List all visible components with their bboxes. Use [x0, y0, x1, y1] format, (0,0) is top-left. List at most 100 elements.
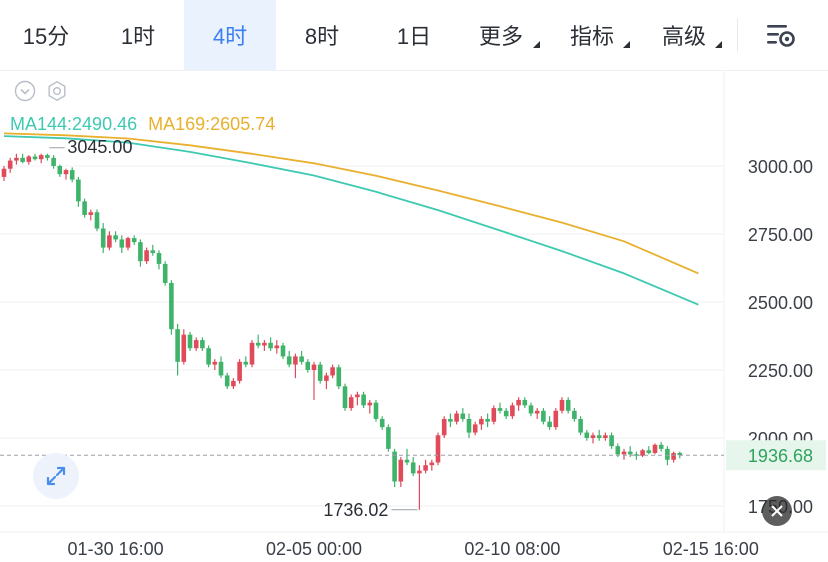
candle-body: [454, 413, 459, 422]
candle-body: [417, 470, 422, 474]
y-tick-label: 2750.00: [748, 225, 813, 245]
ma144-label: MA144:2490.46: [10, 114, 138, 134]
candle-body: [88, 212, 94, 215]
indicator-controls: [14, 80, 68, 102]
candle-body: [131, 238, 137, 243]
low-price-label: 1736.02: [323, 500, 388, 520]
tab-label: 更多: [478, 24, 523, 49]
candle-body: [516, 399, 521, 406]
candle-body: [373, 402, 379, 419]
tab-advanced[interactable]: 高级: [644, 0, 724, 70]
candle-body: [553, 410, 559, 428]
candle-body: [330, 367, 335, 376]
candle-body: [448, 418, 453, 422]
candle-body: [169, 282, 174, 330]
candle-body: [367, 402, 373, 406]
candle-body: [187, 334, 193, 349]
close-float-icon[interactable]: [762, 496, 792, 526]
tab-label: 1日: [396, 24, 432, 49]
tab-15min[interactable]: 15分: [0, 0, 92, 70]
candle-body: [479, 418, 484, 425]
candle-body: [212, 361, 218, 365]
candle-body: [100, 228, 106, 248]
candle-body: [162, 263, 168, 283]
chevron-down-circle-icon[interactable]: [14, 80, 36, 102]
candle-body: [206, 348, 211, 365]
chart-settings-icon[interactable]: [752, 15, 808, 55]
candle-body: [466, 418, 472, 433]
candle-body: [590, 435, 596, 438]
candle-body: [138, 242, 143, 262]
tab-1day[interactable]: 1日: [368, 0, 460, 70]
candle-body: [621, 451, 627, 455]
caret-down-icon: [533, 41, 540, 48]
candle-body: [38, 155, 44, 160]
candle-body: [441, 418, 447, 436]
candle-body: [652, 444, 658, 453]
candle-body: [125, 238, 131, 248]
toolbar-divider: [737, 18, 738, 52]
candle-body: [472, 424, 478, 433]
ma169-line: [3, 132, 699, 275]
tab-4hour[interactable]: 4时: [184, 0, 276, 70]
tab-more[interactable]: 更多: [460, 0, 542, 70]
gear-icon[interactable]: [46, 80, 68, 102]
candle-body: [317, 364, 323, 381]
candle-body: [634, 454, 639, 456]
candle-body: [311, 364, 317, 370]
candle-body: [336, 367, 342, 387]
tab-8hour[interactable]: 8时: [276, 0, 368, 70]
candle-body: [218, 361, 224, 376]
candle-body: [249, 342, 255, 365]
candle-body: [565, 399, 571, 411]
candle-body: [193, 340, 199, 349]
candle-body: [541, 410, 546, 422]
candle-body: [20, 157, 25, 162]
tab-label: 8时: [304, 24, 340, 49]
candle-body: [57, 166, 63, 175]
expand-icon[interactable]: [33, 453, 79, 499]
candle-body: [150, 250, 156, 254]
tab-label: 高级: [661, 24, 706, 49]
candle-body: [386, 427, 391, 449]
tab-1hour[interactable]: 1时: [92, 0, 184, 70]
ma169-label: MA169:2605.74: [148, 114, 276, 134]
candle-body: [45, 155, 50, 158]
candle-body: [503, 410, 509, 417]
candle-body: [392, 451, 397, 482]
candle-body: [237, 361, 242, 381]
candle-body: [522, 399, 528, 406]
candle-body: [491, 408, 497, 422]
candle-body: [603, 435, 608, 438]
candle-body: [379, 418, 385, 428]
ma144-line: [3, 135, 699, 306]
candle-body: [640, 450, 645, 456]
candle-body: [14, 157, 19, 161]
candle-body: [348, 397, 354, 409]
candle-body: [51, 157, 56, 166]
candle-body: [76, 179, 81, 202]
candle-body: [485, 418, 490, 422]
candle-body: [658, 444, 664, 449]
candle-body: [119, 239, 125, 248]
candle-body: [534, 410, 540, 414]
candle-body: [423, 465, 428, 471]
candle-body: [274, 345, 280, 349]
candle-body: [293, 356, 298, 365]
candle-body: [547, 421, 552, 428]
candle-body: [627, 451, 633, 455]
last-price-badge: [726, 440, 826, 471]
candle-body: [410, 462, 416, 474]
candle-body: [646, 450, 652, 453]
candle-body: [299, 356, 304, 362]
tab-label: 指标: [569, 24, 614, 49]
candle-body: [181, 334, 187, 362]
candle-body: [255, 342, 261, 346]
candle-body: [175, 329, 180, 362]
candle-body: [665, 448, 670, 460]
x-tick-label: 02-05 00:00: [266, 539, 362, 559]
y-tick-label: 2250.00: [748, 361, 813, 381]
candle-body: [584, 432, 590, 438]
tab-indicators[interactable]: 指标: [552, 0, 632, 70]
